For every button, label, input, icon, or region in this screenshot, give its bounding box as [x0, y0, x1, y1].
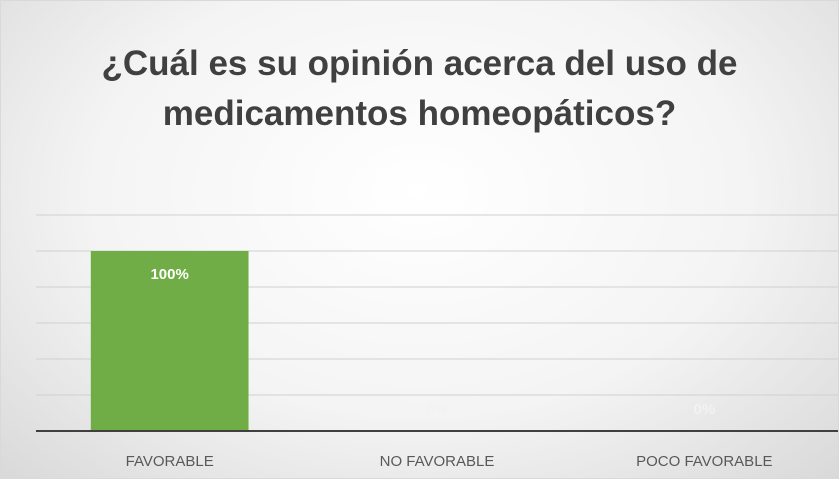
chart-title: ¿Cuál es su opinión acerca del uso de me…: [101, 44, 738, 133]
data-label: 0%: [693, 401, 715, 418]
data-label: 0%: [426, 401, 448, 418]
x-tick-label: FAVORABLE: [126, 453, 214, 470]
bar: [90, 251, 249, 431]
data-label: 100%: [150, 266, 188, 283]
x-tick-label: NO FAVORABLE: [380, 453, 495, 470]
x-tick-label: POCO FAVORABLE: [636, 453, 772, 470]
